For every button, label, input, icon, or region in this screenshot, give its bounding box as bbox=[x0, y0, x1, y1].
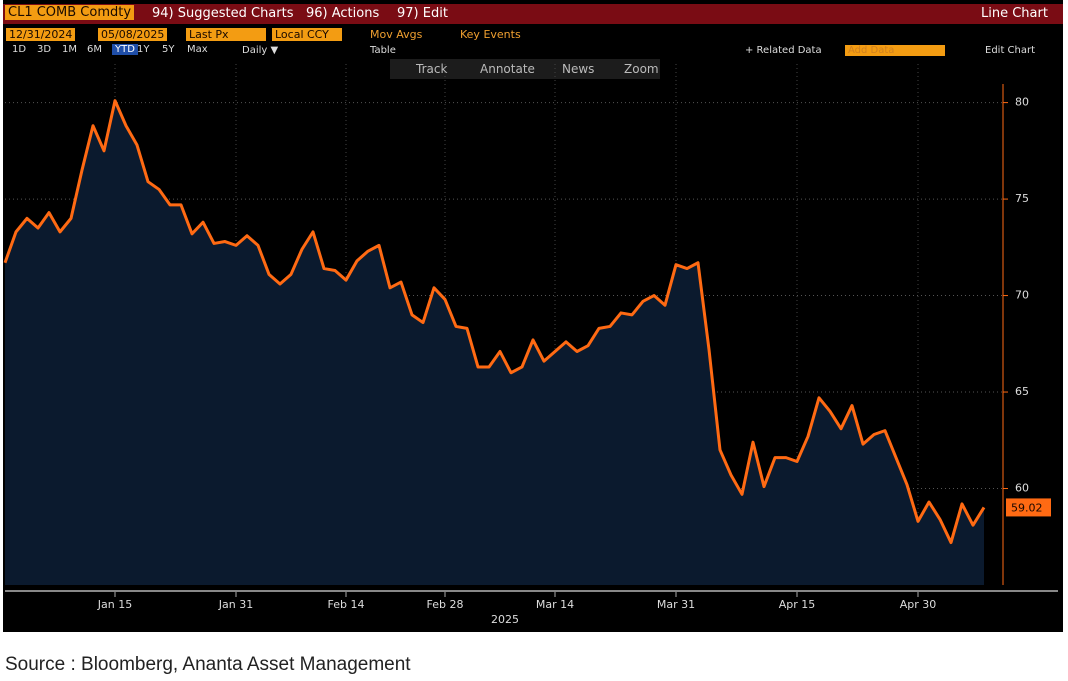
mov-avgs[interactable]: Mov Avgs bbox=[370, 28, 423, 41]
y-tick-label: 75 bbox=[1015, 192, 1029, 205]
line bbox=[3, 99, 986, 545]
period[interactable]: 3D bbox=[37, 44, 52, 55]
last-price-label: 59.02 bbox=[1011, 501, 1043, 514]
y-tick-label: 80 bbox=[1015, 96, 1029, 109]
x-tick-label: Feb 28 bbox=[427, 598, 464, 611]
end-date[interactable]: 05/08/2025 bbox=[98, 28, 168, 41]
period[interactable]: 6M bbox=[87, 44, 102, 55]
frequency[interactable]: Daily ▼ bbox=[242, 45, 279, 56]
table[interactable]: Table bbox=[370, 45, 396, 56]
period[interactable]: YTD bbox=[112, 44, 138, 55]
tool[interactable]: News bbox=[562, 62, 595, 76]
start-date[interactable]: 12/31/2024 bbox=[6, 28, 76, 41]
x-tick-label: Apr 30 bbox=[900, 598, 937, 611]
y-tick-label: 70 bbox=[1015, 289, 1029, 302]
period[interactable]: Max bbox=[187, 44, 208, 55]
menu[interactable]: 96) Actions bbox=[306, 6, 380, 21]
area bbox=[5, 100, 984, 585]
chart: 60 65 70 75 80 Jan 15 Jan 31 Feb 14 Feb 28 Mar 14… bbox=[3, 64, 1058, 626]
x-tick-label: Apr 15 bbox=[779, 598, 816, 611]
y-tick-label: 60 bbox=[1015, 482, 1029, 495]
tools-bar bbox=[390, 59, 660, 79]
period[interactable]: 5Y bbox=[162, 44, 175, 55]
x-axis-label: 2025 bbox=[491, 613, 519, 626]
currency[interactable]: Local CCY bbox=[272, 28, 342, 41]
title-bar bbox=[3, 4, 1063, 24]
menu[interactable]: 94) Suggested Charts bbox=[152, 6, 294, 21]
tool[interactable]: Track bbox=[416, 62, 448, 76]
key-events[interactable]: Key Events bbox=[460, 28, 521, 41]
related-data[interactable]: + Related Data bbox=[745, 45, 822, 56]
period[interactable]: 1Y bbox=[137, 44, 150, 55]
period[interactable]: 1D bbox=[12, 44, 27, 55]
tool[interactable]: Annotate bbox=[480, 62, 535, 76]
field[interactable]: Last Px bbox=[186, 28, 266, 41]
x-tick-label: Mar 14 bbox=[536, 598, 574, 611]
x-tick-label: Mar 31 bbox=[657, 598, 695, 611]
chart-kind: Line Chart bbox=[981, 6, 1048, 21]
security[interactable]: CL1 COMB Comdty bbox=[5, 5, 135, 20]
menu[interactable]: 97) Edit bbox=[397, 6, 448, 21]
edit-chart[interactable]: Edit Chart bbox=[985, 45, 1036, 56]
add-data[interactable]: Add Data bbox=[845, 45, 945, 56]
last-price-tag bbox=[1006, 498, 1051, 517]
tool[interactable]: Zoom bbox=[624, 62, 659, 76]
x-tick-label: Feb 14 bbox=[328, 598, 365, 611]
source: Source : Bloomberg, Ananta Asset Managem… bbox=[5, 654, 411, 675]
y-tick-label: 65 bbox=[1015, 385, 1029, 398]
x-tick-label: Jan 31 bbox=[218, 598, 253, 611]
x-tick-label: Jan 15 bbox=[97, 598, 132, 611]
period[interactable]: 1M bbox=[62, 44, 77, 55]
